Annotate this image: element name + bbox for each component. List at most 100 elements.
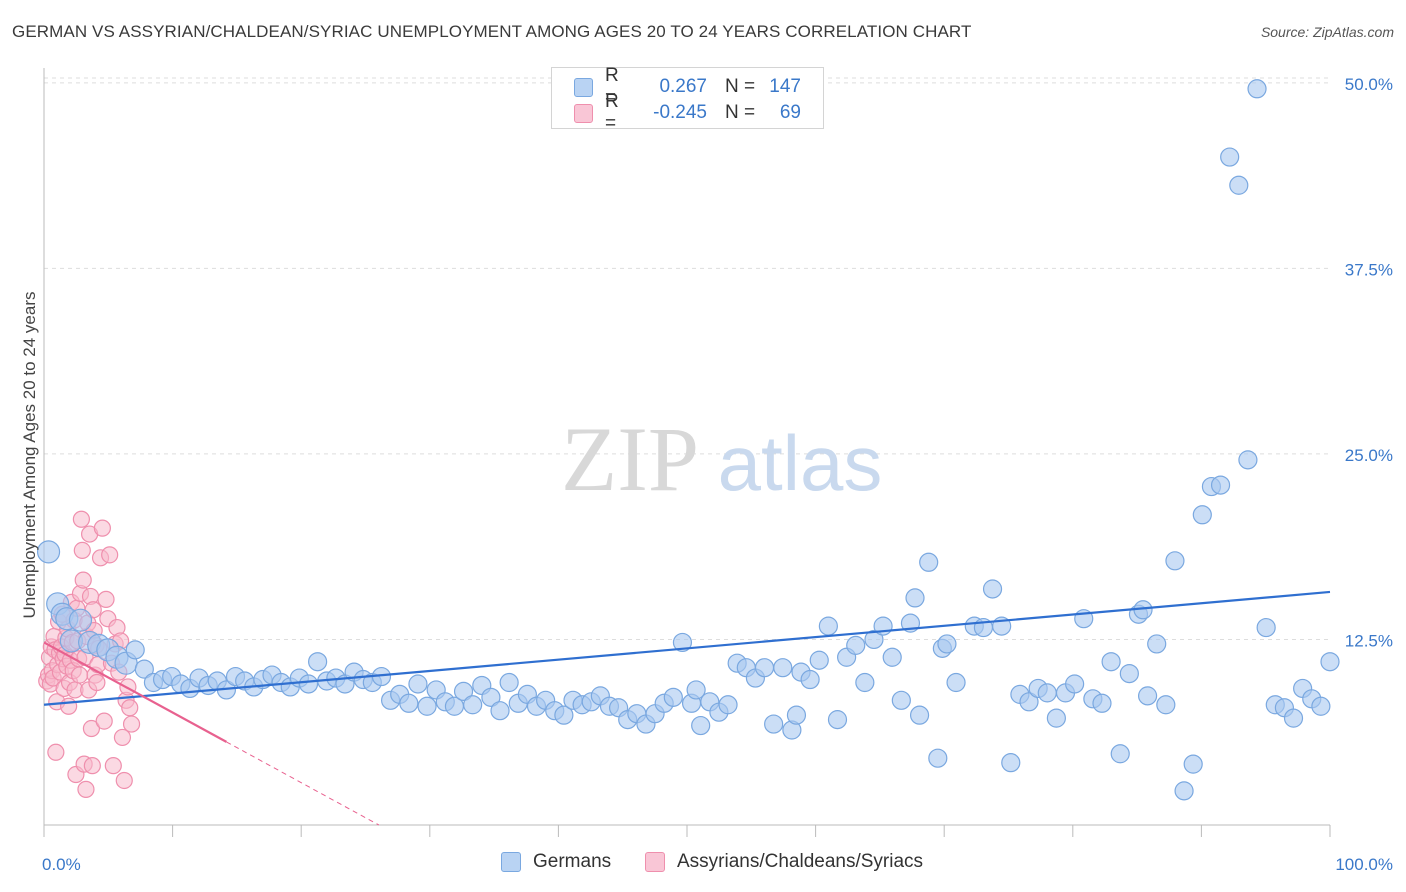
legend-r-value-assyrian: -0.245 [653, 102, 707, 123]
assyrian-point [73, 541, 91, 560]
y-tick-label: 12.5% [1345, 631, 1393, 650]
german-point [1311, 696, 1331, 716]
legend-swatch-german [501, 852, 521, 872]
german-point [1192, 505, 1212, 525]
y-tick-label: 37.5% [1345, 260, 1393, 279]
german-point [919, 552, 939, 572]
german-point [1110, 744, 1130, 764]
german-point [490, 701, 510, 721]
y-tick-label: 50.0% [1345, 75, 1393, 94]
legend-n-value-assyrian: 69 [779, 102, 801, 123]
german-point [946, 672, 966, 693]
assyrian-point [47, 743, 65, 761]
german-point [1229, 175, 1249, 195]
german-point [1001, 753, 1021, 773]
y-tick-label: 25.0% [1345, 446, 1393, 465]
german-point [1092, 693, 1112, 713]
assyrian-point [104, 757, 122, 775]
x-tick-labels: 0.0% 100.0% [42, 855, 1393, 874]
german-point [1256, 617, 1276, 638]
legend-swatch-assyrian [645, 852, 665, 872]
legend-name-assyrian: Assyrians/Chaldeans/Syriacs [677, 851, 924, 872]
assyrian-trend-extension [226, 741, 380, 826]
german-point [399, 693, 419, 713]
assyrian-point [60, 697, 78, 715]
german-point [408, 674, 428, 694]
german-point [1065, 674, 1085, 694]
german-point [134, 659, 154, 679]
german-point [1156, 695, 1176, 715]
assyrian-trend-line [43, 641, 227, 743]
assyrian-point [74, 571, 92, 589]
assyrian-point [82, 719, 101, 738]
assyrian-point [101, 546, 119, 564]
german-point [417, 696, 437, 716]
german-point [855, 672, 875, 693]
assyrian-point [88, 673, 106, 692]
gridlines [44, 77, 1330, 640]
german-point [818, 616, 838, 636]
german-point [1283, 708, 1304, 728]
german-point [937, 634, 957, 654]
legend-swatch-assyrian [574, 103, 593, 123]
assyrian-point [93, 519, 111, 537]
assyrian-point [115, 771, 133, 790]
legend-n-label: N = [725, 76, 756, 97]
german-point [905, 588, 925, 608]
german-point [1183, 754, 1203, 774]
german-point [773, 658, 793, 678]
legend-row-german: R = 0.267 N = 147 [574, 65, 801, 108]
trend-lines [43, 590, 1331, 826]
german-point [686, 680, 706, 700]
german-point [786, 705, 807, 725]
correlation-legend: R = 0.267 N = 147 R = -0.245 N = 69 [551, 65, 824, 134]
german-point [864, 629, 884, 650]
watermark-zip: ZIP [561, 408, 699, 510]
german-point [718, 695, 738, 715]
german-point [672, 632, 693, 653]
assyrian-point [95, 712, 113, 730]
german-point [499, 672, 519, 693]
german-point [125, 640, 145, 660]
assyrian-point [70, 666, 89, 684]
assyrian-point [97, 590, 115, 608]
german-point [982, 579, 1003, 599]
y-axis-label: Unemployment Among Ages 20 to 24 years [20, 291, 39, 619]
x-tick-label-min: 0.0% [42, 855, 81, 874]
german-point [1037, 683, 1057, 703]
legend-swatch-german [574, 77, 593, 97]
legend-r-value-german: 0.267 [659, 76, 707, 97]
german-point [663, 687, 683, 707]
german-point [846, 635, 866, 655]
german-point [453, 681, 474, 702]
german-point [1119, 663, 1139, 684]
german-point [1046, 708, 1066, 728]
german-point [308, 652, 328, 672]
assyrian-point [83, 757, 101, 775]
german-point [800, 669, 820, 690]
german-point [463, 695, 483, 715]
german-point [1320, 652, 1340, 672]
german-point [764, 714, 784, 734]
german-point [1174, 781, 1194, 801]
legend-name-german: Germans [533, 851, 612, 872]
german-point [554, 705, 574, 725]
watermark-atlas: atlas [718, 419, 883, 507]
german-point [1137, 686, 1158, 706]
assyrian-point [77, 780, 95, 798]
german-point [298, 674, 319, 694]
german-point [809, 650, 829, 670]
assyrian-point [72, 510, 90, 528]
source-credit: Source: ZipAtlas.com [1260, 24, 1394, 40]
german-trend-line [43, 590, 1331, 706]
watermark: ZIP atlas [561, 408, 882, 510]
german-point [1210, 475, 1231, 495]
german-point [1019, 692, 1039, 712]
german-point [827, 710, 848, 730]
legend-item-assyrian: Assyrians/Chaldeans/Syriacs [645, 851, 923, 873]
legend-r-label: R = [605, 65, 619, 108]
german-point [891, 690, 911, 710]
assyrian-point [113, 728, 132, 747]
legend-n-value-german: 147 [769, 76, 801, 97]
